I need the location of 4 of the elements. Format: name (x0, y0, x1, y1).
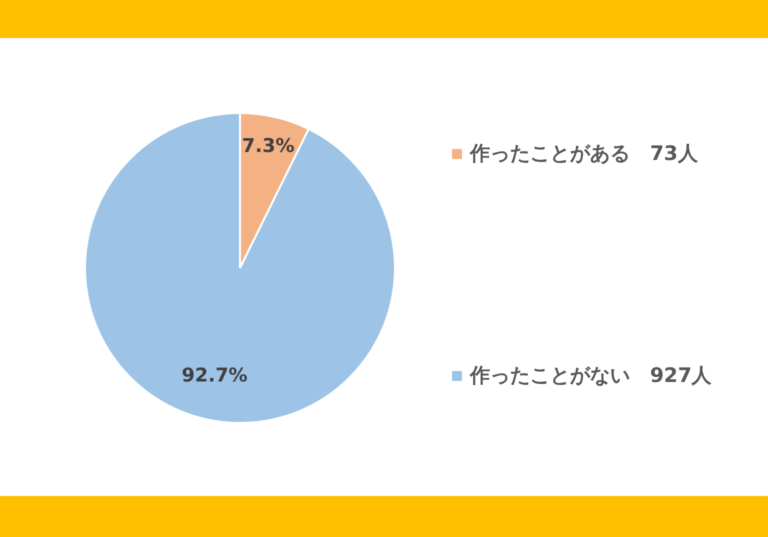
data-label: 92.7% (182, 364, 248, 387)
legend-label: 作ったことがない 927人 (470, 362, 712, 389)
data-label: 7.3% (242, 135, 295, 158)
legend-label: 作ったことがある 73人 (470, 140, 698, 167)
